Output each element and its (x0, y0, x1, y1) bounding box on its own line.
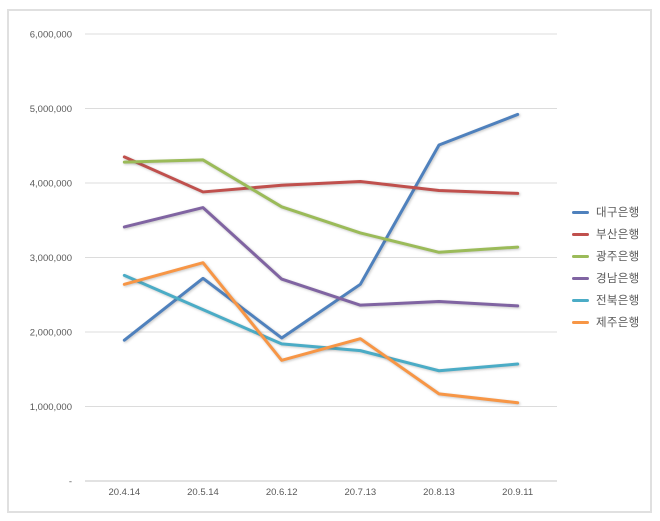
series-line-광주은행 (122, 158, 520, 254)
legend-label: 제주은행 (596, 317, 640, 329)
x-tick-label: 20.7.13 (344, 487, 376, 498)
legend-item-경남은행: 경남은행 (572, 267, 640, 289)
series-lines (122, 112, 520, 405)
legend-label: 대구은행 (596, 207, 640, 219)
y-tick-label: 3,000,000 (30, 253, 72, 264)
legend-label: 광주은행 (596, 251, 640, 263)
series-line-부산은행 (122, 155, 520, 195)
legend-swatch (572, 210, 589, 214)
legend-item-제주은행: 제주은행 (572, 311, 640, 333)
x-tick-label: 20.5.14 (187, 487, 219, 498)
series-line-대구은행 (122, 112, 520, 342)
legend-item-광주은행: 광주은행 (572, 245, 640, 267)
legend-swatch (572, 276, 589, 280)
y-axis-tick-labels: - 1,000,000 2,000,000 3,000,000 4,000,000 5,0… (30, 30, 72, 488)
x-tick-label: 20.6.12 (266, 487, 298, 498)
legend-label: 부산은행 (596, 229, 640, 241)
y-tick-label: 2,000,000 (30, 328, 72, 339)
legend-item-대구은행: 대구은행 (572, 201, 640, 223)
x-tick-label: 20.9.11 (502, 487, 533, 498)
y-tick-label: 1,000,000 (30, 402, 72, 413)
y-tick-label: - (69, 477, 72, 488)
legend-item-전북은행: 전북은행 (572, 289, 640, 311)
legend-swatch (572, 232, 589, 236)
y-tick-label: 6,000,000 (30, 30, 72, 41)
x-tick-label: 20.8.13 (423, 487, 455, 498)
series-line-전북은행 (122, 273, 520, 373)
legend-swatch (572, 254, 589, 258)
legend-swatch (572, 298, 589, 302)
y-tick-label: 4,000,000 (30, 179, 72, 190)
x-axis-tick-labels: 20.4.14 20.5.14 20.6.12 20.7.13 20.8.13 20.9.… (108, 487, 533, 498)
legend-label: 경남은행 (596, 273, 640, 285)
series-line-제주은행 (122, 261, 520, 405)
x-tick-label: 20.4.14 (108, 487, 140, 498)
legend-item-부산은행: 부산은행 (572, 223, 640, 245)
y-tick-label: 5,000,000 (30, 104, 72, 115)
gridlines (85, 33, 557, 482)
legend-label: 전북은행 (596, 295, 640, 307)
chart-frame (7, 9, 652, 513)
series-line-경남은행 (122, 206, 520, 308)
legend-swatch (572, 320, 589, 324)
